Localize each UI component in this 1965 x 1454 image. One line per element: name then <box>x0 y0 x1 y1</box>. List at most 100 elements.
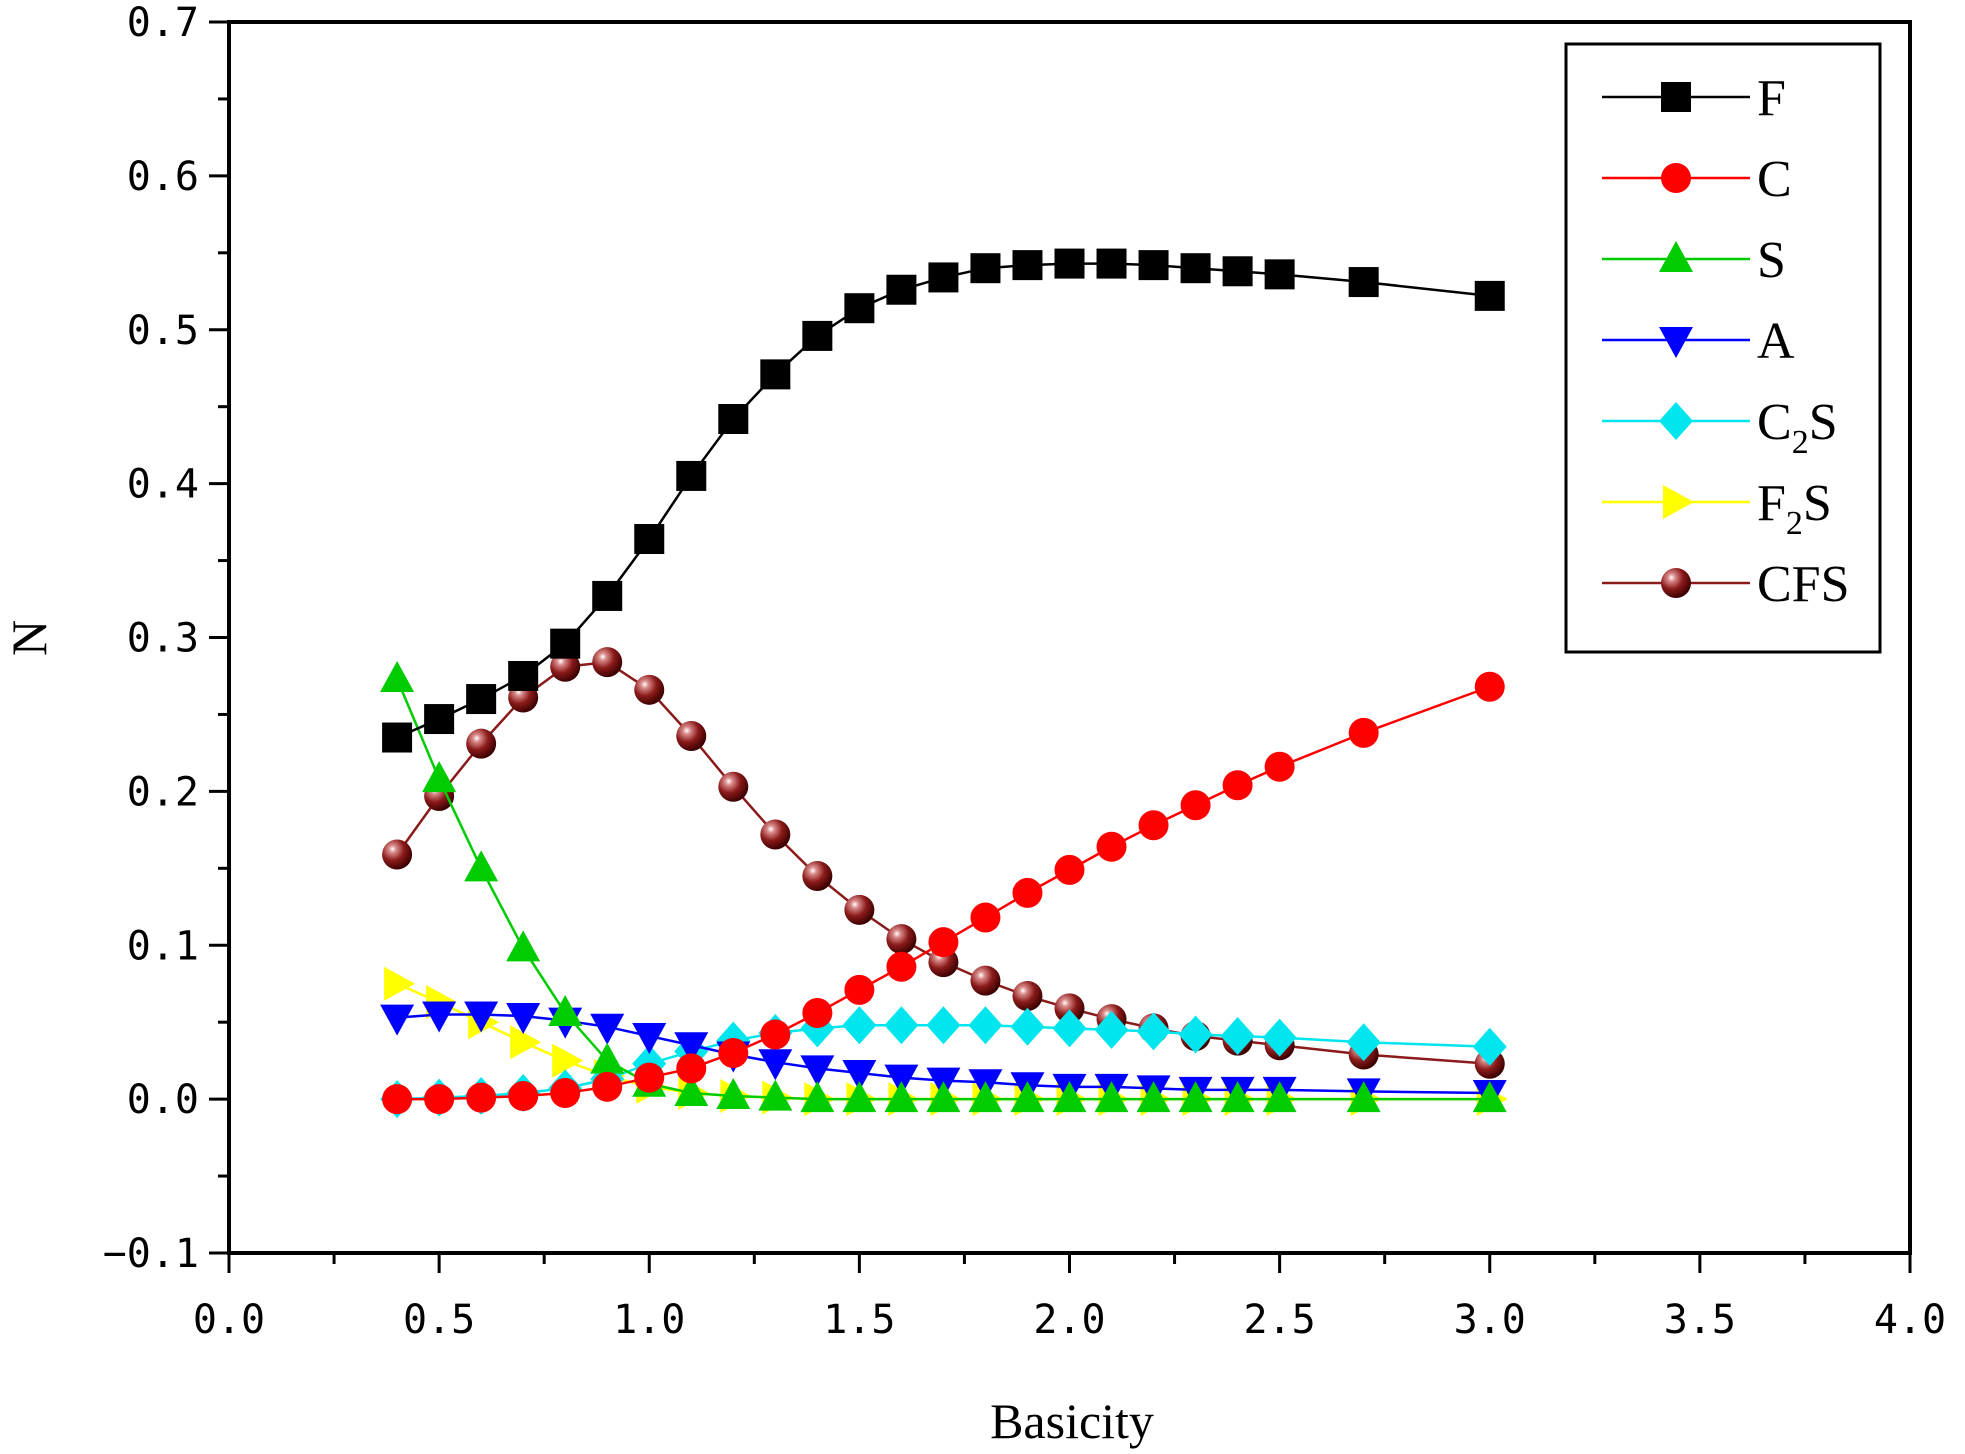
data-point-S <box>800 1081 835 1113</box>
data-point-S <box>548 994 583 1026</box>
data-point-S <box>968 1081 1003 1113</box>
data-point-F <box>760 359 791 390</box>
data-point-S <box>842 1081 877 1113</box>
y-tick-label: −0.1 <box>103 1231 199 1277</box>
data-point-A <box>842 1059 877 1091</box>
data-point-A <box>632 1023 667 1055</box>
x-tick-label: 3.5 <box>1664 1297 1736 1343</box>
data-point-F <box>634 524 665 555</box>
data-point-C <box>550 1077 581 1108</box>
legend-entry-CFS: CFS <box>1602 556 1850 613</box>
y-tick-label: 0.7 <box>127 0 199 46</box>
data-point-C <box>844 974 875 1005</box>
data-point-C <box>676 1053 707 1084</box>
y-tick-label: 0.1 <box>127 923 199 969</box>
data-point-C2S <box>1136 1012 1171 1051</box>
data-point-S <box>1472 1081 1507 1113</box>
legend-label-C: C <box>1757 151 1792 208</box>
data-point-C2S <box>1052 1009 1087 1048</box>
data-point-C2S <box>884 1006 919 1045</box>
data-point-S <box>590 1042 625 1074</box>
data-point-C <box>1222 770 1253 801</box>
legend-label-A: A <box>1757 313 1795 370</box>
data-point-F <box>508 660 539 691</box>
y-tick-label: 0.5 <box>127 308 199 354</box>
x-tick-label: 0.0 <box>193 1297 265 1343</box>
data-point-A <box>800 1055 835 1087</box>
legend-entry-F2S: F2S <box>1602 475 1832 542</box>
data-point-C2S <box>1178 1015 1213 1054</box>
data-point-CFS <box>970 965 1001 996</box>
data-point-S <box>1178 1081 1213 1113</box>
x-tick-label: 3.0 <box>1454 1297 1526 1343</box>
data-point-S <box>1262 1081 1297 1113</box>
data-point-C <box>1096 831 1127 862</box>
legend-label-S: S <box>1757 232 1786 289</box>
data-point-F <box>802 320 833 351</box>
data-point-CFS <box>592 647 623 678</box>
legend-entry-C2S: C2S <box>1602 394 1838 461</box>
data-point-A <box>674 1032 709 1064</box>
data-point-C2S <box>1262 1018 1297 1057</box>
data-point-F2S <box>552 1043 584 1078</box>
data-point-C <box>886 951 917 982</box>
data-point-C2S <box>1472 1027 1507 1066</box>
y-tick-label: 0.0 <box>127 1077 199 1123</box>
data-point-S <box>926 1081 961 1113</box>
data-point-F <box>466 684 497 715</box>
legend-entry-S: S <box>1602 232 1786 289</box>
data-point-CFS <box>802 861 833 892</box>
data-point-F <box>970 253 1001 284</box>
data-point-C <box>1138 810 1169 841</box>
legend-entry-F: F <box>1602 70 1786 127</box>
legend-entry-C: C <box>1602 151 1792 208</box>
data-point-C2S <box>842 1006 877 1045</box>
data-point-CFS <box>634 674 665 705</box>
y-tick-label: 0.2 <box>127 769 199 815</box>
data-point-S <box>506 930 541 962</box>
data-point-S <box>1094 1081 1129 1113</box>
legend-marker-C <box>1661 163 1691 193</box>
series-C <box>382 671 1505 1115</box>
data-point-S <box>1010 1081 1045 1113</box>
legend-marker-S <box>1659 241 1693 272</box>
legend-marker-C2S <box>1659 402 1693 440</box>
data-point-F <box>844 293 875 324</box>
data-point-F2S <box>384 966 416 1001</box>
data-point-F <box>1054 248 1085 279</box>
data-point-A <box>884 1064 919 1096</box>
y-tick-label: 0.3 <box>127 616 199 662</box>
data-point-A <box>590 1013 625 1045</box>
data-point-CFS <box>466 728 497 759</box>
data-point-C <box>802 997 833 1028</box>
y-tick-label: 0.4 <box>127 462 199 508</box>
x-tick-label: 1.0 <box>613 1297 685 1343</box>
data-point-C <box>592 1071 623 1102</box>
data-point-CFS <box>382 839 413 870</box>
data-point-C <box>760 1019 791 1050</box>
data-point-F <box>1222 256 1253 287</box>
data-point-S <box>758 1079 793 1111</box>
x-tick-label: 2.0 <box>1033 1297 1105 1343</box>
data-point-C2S <box>1220 1017 1255 1056</box>
data-point-S <box>716 1078 751 1110</box>
legend-label-F2S: F2S <box>1757 475 1832 542</box>
data-point-C2S <box>926 1006 961 1045</box>
data-point-CFS <box>718 771 749 802</box>
data-point-S <box>464 850 499 882</box>
data-point-C <box>508 1081 539 1112</box>
data-point-F <box>382 722 413 753</box>
data-point-F <box>718 403 749 434</box>
data-point-C2S <box>1094 1010 1129 1049</box>
data-point-C <box>1054 854 1085 885</box>
data-point-C <box>970 902 1001 933</box>
data-point-S <box>422 761 457 793</box>
data-point-F <box>1474 280 1505 311</box>
data-point-F <box>592 580 623 611</box>
data-point-C <box>634 1062 665 1093</box>
x-tick-label: 1.5 <box>823 1297 895 1343</box>
data-point-F2S <box>510 1025 542 1060</box>
data-point-C <box>382 1084 413 1115</box>
data-point-C <box>424 1084 455 1115</box>
data-point-A <box>422 1001 457 1033</box>
